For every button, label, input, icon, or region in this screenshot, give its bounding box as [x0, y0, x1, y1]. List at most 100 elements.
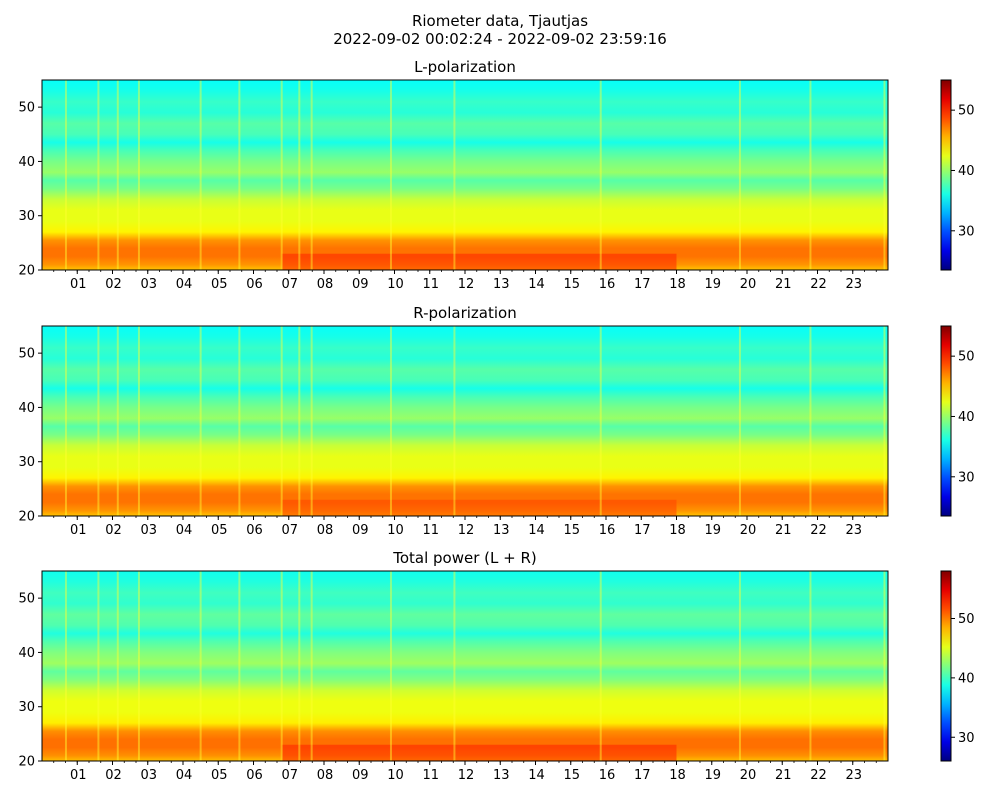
- vertical-streak: [116, 80, 119, 270]
- x-tick-label: 22: [810, 277, 827, 292]
- y-tick-label: 20: [18, 510, 35, 525]
- vertical-streak: [809, 571, 812, 761]
- vertical-streak: [298, 80, 301, 270]
- x-tick-label: 15: [563, 523, 580, 538]
- x-tick-label: 04: [176, 277, 193, 292]
- panel-title: R-polarization: [413, 304, 516, 322]
- vertical-streak: [137, 80, 140, 270]
- x-tick-label: 02: [105, 523, 122, 538]
- vertical-streak: [883, 80, 886, 270]
- heatmap-background: [42, 80, 888, 270]
- x-tick-label: 10: [387, 768, 404, 783]
- x-tick-label: 17: [634, 277, 651, 292]
- x-tick-label: 15: [563, 768, 580, 783]
- vertical-streak: [137, 326, 140, 516]
- x-tick-label: 09: [352, 768, 369, 783]
- x-tick-label: 13: [493, 523, 510, 538]
- y-tick-label: 30: [18, 209, 35, 224]
- vertical-streak: [809, 80, 812, 270]
- x-tick-label: 05: [211, 768, 228, 783]
- x-tick-label: 01: [70, 277, 87, 292]
- vertical-streak: [738, 326, 741, 516]
- x-tick-label: 13: [493, 277, 510, 292]
- vertical-streak: [238, 571, 241, 761]
- x-tick-label: 14: [528, 768, 545, 783]
- y-tick-label: 50: [18, 101, 35, 116]
- x-tick-label: 08: [317, 523, 334, 538]
- vertical-streak: [199, 326, 202, 516]
- vertical-streak: [310, 326, 313, 516]
- vertical-streak: [389, 326, 392, 516]
- x-tick-label: 21: [775, 768, 792, 783]
- x-tick-label: 21: [775, 277, 792, 292]
- vertical-streak: [298, 326, 301, 516]
- panel-title: L-polarization: [414, 58, 516, 76]
- vertical-streak: [809, 326, 812, 516]
- y-tick-label: 30: [18, 455, 35, 470]
- x-tick-label: 12: [458, 768, 475, 783]
- x-tick-label: 03: [140, 277, 157, 292]
- x-tick-label: 20: [740, 523, 757, 538]
- vertical-streak: [389, 571, 392, 761]
- colorbar-tick-label: 30: [958, 470, 975, 485]
- vertical-streak: [738, 571, 741, 761]
- vertical-streak: [238, 326, 241, 516]
- vertical-streak: [199, 571, 202, 761]
- x-tick-label: 19: [704, 523, 721, 538]
- x-tick-label: 19: [704, 277, 721, 292]
- panel-r-polarization: R-polarization 20 30 40 50 01 02 03 04 05 06 07 08 09…: [18, 304, 974, 538]
- vertical-streak: [97, 80, 100, 270]
- y-tick-label: 40: [18, 155, 35, 170]
- vertical-streak: [64, 326, 67, 516]
- colorbar-tick-label: 50: [958, 612, 975, 627]
- vertical-streak: [453, 571, 456, 761]
- x-tick-label: 08: [317, 277, 334, 292]
- vertical-streak: [883, 571, 886, 761]
- vertical-streak: [599, 571, 602, 761]
- x-tick-label: 04: [176, 768, 193, 783]
- x-tick-label: 09: [352, 523, 369, 538]
- vertical-streak: [116, 571, 119, 761]
- x-tick-label: 10: [387, 277, 404, 292]
- x-tick-label: 17: [634, 523, 651, 538]
- x-tick-label: 23: [845, 768, 862, 783]
- x-tick-label: 22: [810, 768, 827, 783]
- x-tick-label: 13: [493, 768, 510, 783]
- x-tick-label: 12: [458, 277, 475, 292]
- heatmap-background: [42, 571, 888, 761]
- colorbar: [940, 570, 952, 762]
- x-tick-label: 01: [70, 523, 87, 538]
- y-tick-label: 40: [18, 646, 35, 661]
- x-tick-label: 03: [140, 768, 157, 783]
- x-tick-label: 07: [281, 277, 298, 292]
- vertical-streak: [883, 326, 886, 516]
- x-tick-label: 07: [281, 768, 298, 783]
- x-tick-label: 11: [422, 768, 439, 783]
- x-tick-label: 11: [422, 277, 439, 292]
- x-tick-label: 23: [845, 523, 862, 538]
- x-tick-label: 09: [352, 277, 369, 292]
- x-tick-label: 02: [105, 277, 122, 292]
- vertical-streak: [97, 571, 100, 761]
- enhanced-region: [281, 499, 677, 516]
- y-tick-label: 20: [18, 755, 35, 770]
- vertical-streak: [280, 80, 283, 270]
- x-tick-label: 03: [140, 523, 157, 538]
- x-tick-label: 10: [387, 523, 404, 538]
- x-tick-label: 21: [775, 523, 792, 538]
- vertical-streak: [64, 571, 67, 761]
- panel-l-polarization: L-polarization 20 30 40 50 01 02 03 04 05 06 07 08 09…: [18, 58, 974, 292]
- x-tick-label: 17: [634, 768, 651, 783]
- x-tick-label: 08: [317, 768, 334, 783]
- x-tick-label: 16: [599, 277, 616, 292]
- vertical-streak: [64, 80, 67, 270]
- x-tick-label: 02: [105, 768, 122, 783]
- x-tick-label: 06: [246, 523, 263, 538]
- x-tick-label: 18: [669, 277, 686, 292]
- figure-title-line-2: 2022-09-02 00:02:24 - 2022-09-02 23:59:1…: [333, 30, 667, 48]
- colorbar-tick-label: 40: [958, 410, 975, 425]
- colorbar-tick-label: 50: [958, 350, 975, 365]
- vertical-streak: [310, 571, 313, 761]
- colorbar-tick-label: 30: [958, 731, 975, 746]
